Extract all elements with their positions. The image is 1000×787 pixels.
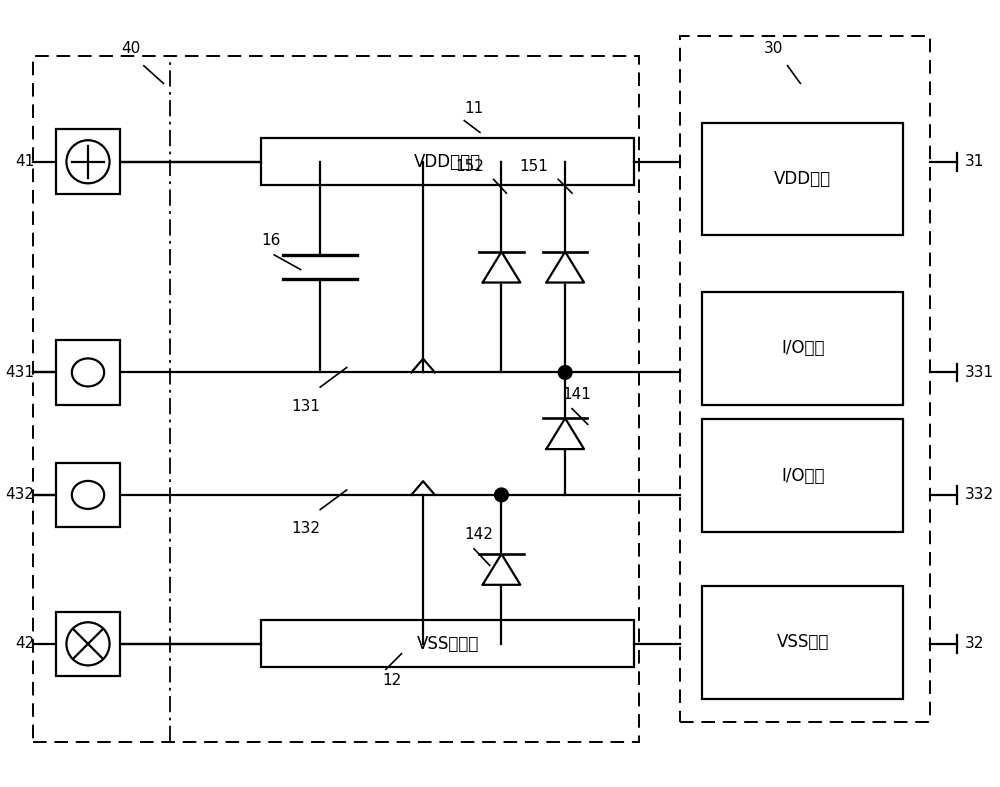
Bar bbox=[702, 586, 903, 699]
Circle shape bbox=[495, 488, 508, 502]
Text: 41: 41 bbox=[15, 154, 34, 169]
Text: 30: 30 bbox=[764, 41, 784, 56]
Polygon shape bbox=[546, 418, 584, 449]
Text: 431: 431 bbox=[5, 365, 34, 380]
Text: VSS导线层: VSS导线层 bbox=[416, 635, 479, 653]
Text: 31: 31 bbox=[965, 154, 984, 169]
Bar bbox=[56, 340, 120, 405]
Circle shape bbox=[558, 366, 572, 379]
Bar bbox=[261, 620, 634, 667]
Polygon shape bbox=[483, 252, 520, 283]
Text: 12: 12 bbox=[382, 673, 401, 689]
Text: 332: 332 bbox=[965, 487, 994, 502]
Text: 132: 132 bbox=[291, 521, 320, 537]
Bar bbox=[261, 139, 634, 185]
Bar bbox=[56, 129, 120, 194]
Text: 141: 141 bbox=[562, 387, 591, 402]
Text: 131: 131 bbox=[291, 399, 320, 414]
Bar bbox=[702, 123, 903, 235]
Text: 331: 331 bbox=[965, 365, 994, 380]
Text: 11: 11 bbox=[464, 101, 483, 116]
Text: I/O接口: I/O接口 bbox=[781, 467, 825, 485]
Bar bbox=[56, 611, 120, 676]
Text: 40: 40 bbox=[121, 41, 141, 56]
Text: 32: 32 bbox=[965, 637, 984, 652]
Bar bbox=[56, 463, 120, 527]
Text: I/O接口: I/O接口 bbox=[781, 339, 825, 357]
Text: 16: 16 bbox=[261, 233, 281, 248]
Text: 42: 42 bbox=[15, 637, 34, 652]
Polygon shape bbox=[546, 252, 584, 283]
Text: VSS接口: VSS接口 bbox=[777, 634, 829, 652]
Polygon shape bbox=[483, 554, 520, 585]
Text: 152: 152 bbox=[455, 158, 484, 173]
Text: 432: 432 bbox=[5, 487, 34, 502]
Text: 151: 151 bbox=[520, 158, 549, 173]
Bar bbox=[702, 292, 903, 405]
Bar bbox=[702, 419, 903, 532]
Text: 142: 142 bbox=[464, 527, 493, 542]
Text: VDD导线层: VDD导线层 bbox=[414, 153, 481, 171]
Text: VDD接口: VDD接口 bbox=[774, 170, 831, 188]
